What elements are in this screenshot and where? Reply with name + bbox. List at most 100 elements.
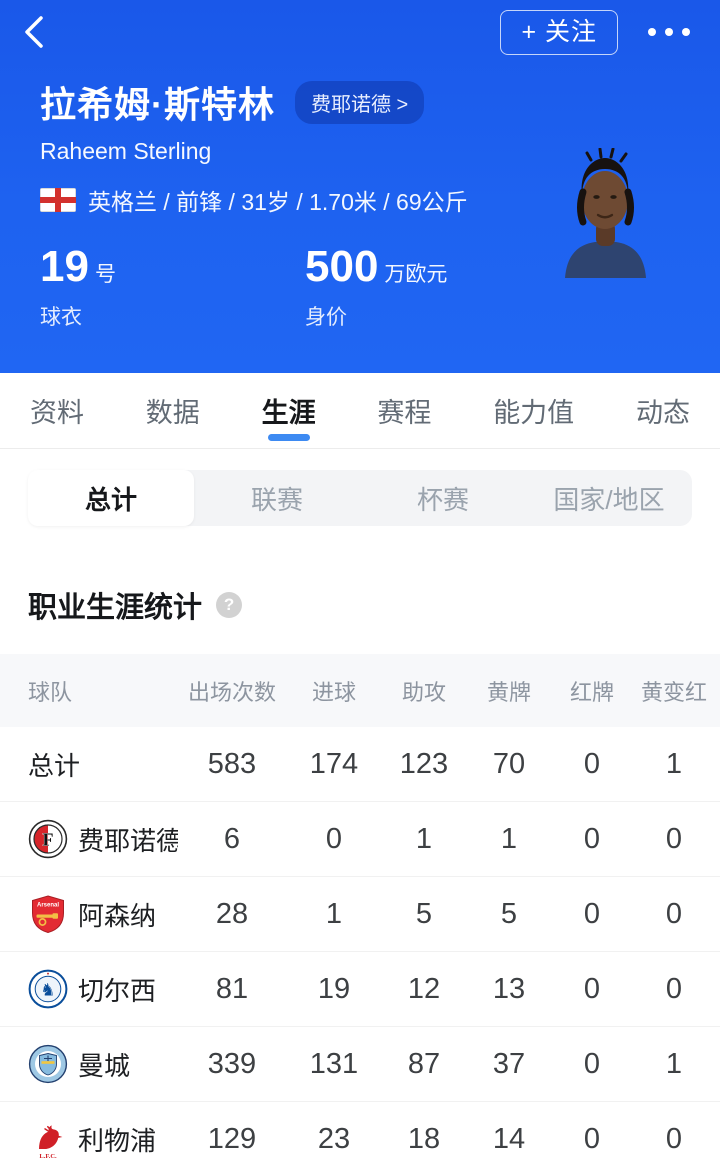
tab-news[interactable]: 动态	[635, 398, 690, 428]
main-tab-bar: 资料 数据 生涯 赛程 能力值 动态	[0, 373, 720, 449]
player-info-line: 英格兰 / 前锋 / 31岁 / 1.70米 / 69公斤	[88, 189, 468, 215]
team-name: 曼城	[78, 1050, 131, 1081]
stat-value: 5	[500, 897, 518, 930]
col-header-yellow-cards: 黄牌	[486, 679, 531, 705]
svg-text:F: F	[43, 830, 54, 850]
player-name-row: 拉希姆·斯特林 费耶诺德 >	[0, 64, 720, 128]
stat-value: 0	[665, 972, 683, 1005]
tab-profile[interactable]: 资料	[30, 398, 84, 428]
tab-career[interactable]: 生涯	[262, 373, 316, 448]
stat-value: 13	[492, 972, 526, 1005]
more-dot-icon	[682, 28, 690, 36]
stat-value: 1	[665, 1047, 683, 1080]
stat-value: 37	[492, 1047, 526, 1080]
col-header-red-cards: 红牌	[569, 679, 614, 705]
stat-value: 28	[215, 897, 249, 930]
stat-value: 19	[317, 972, 351, 1005]
stat-value: 14	[492, 1123, 526, 1155]
top-bar: + 关注	[0, 0, 720, 64]
stat-value: 129	[207, 1123, 257, 1155]
stat-value: 18	[407, 1123, 441, 1155]
more-button[interactable]	[648, 22, 690, 42]
hero-header: + 关注 拉希姆·斯特林 费耶诺德 > Raheem Sterling 英格兰 …	[0, 0, 720, 373]
jersey-label: 球衣	[40, 306, 82, 329]
team-name: 阿森纳	[78, 900, 157, 931]
stat-value: 23	[317, 1123, 351, 1155]
stat-value: 70	[492, 747, 526, 780]
stat-value: 81	[215, 972, 249, 1005]
market-value-block: 500 万欧元 身价	[305, 245, 570, 331]
table-row[interactable]: F 费耶诺德 6 0 1 1 0 0	[0, 802, 720, 877]
chelsea-crest: ♞	[28, 969, 68, 1009]
market-value: 500 万欧元	[305, 242, 448, 291]
stat-value: 123	[399, 747, 449, 780]
team-name: 费耶诺德	[78, 825, 178, 856]
stat-value: 0	[665, 822, 683, 855]
team-name: 切尔西	[78, 975, 157, 1006]
stat-value: 6	[223, 822, 241, 855]
stat-value: 0	[583, 897, 601, 930]
stat-value: 583	[207, 747, 257, 780]
player-name: 拉希姆·斯特林	[40, 84, 275, 125]
follow-button[interactable]: + 关注	[500, 9, 618, 55]
career-table-body: 总计 583 174 123 70 0 1 F 费耶诺德 6 0 1 1 0 0…	[0, 727, 720, 1174]
stat-value: 12	[407, 972, 441, 1005]
current-team-badge[interactable]: 费耶诺德 >	[295, 80, 425, 124]
career-stats-section-head: 职业生涯统计 ?	[0, 526, 720, 626]
table-row[interactable]: 总计 583 174 123 70 0 1	[0, 727, 720, 802]
subtab-national[interactable]: 国家/地区	[553, 484, 665, 515]
col-header-second-yellow: 黄变红	[640, 679, 707, 705]
stat-value: 0	[665, 897, 683, 930]
tab-data[interactable]: 数据	[145, 398, 200, 428]
man-city-crest	[28, 1044, 68, 1084]
player-info-row: 英格兰 / 前锋 / 31岁 / 1.70米 / 69公斤	[0, 165, 720, 217]
help-icon[interactable]: ?	[216, 592, 243, 618]
tab-schedule[interactable]: 赛程	[377, 398, 432, 428]
subtab-wrap: 总计 联赛 杯赛 国家/地区	[0, 449, 720, 526]
player-name-en: Raheem Sterling	[40, 138, 212, 164]
col-header-goals: 进球	[311, 679, 356, 705]
subtab-total[interactable]: 总计	[28, 470, 194, 526]
stat-value: 87	[407, 1047, 441, 1080]
stat-value: 339	[207, 1047, 257, 1080]
more-dot-icon	[665, 28, 673, 36]
stat-value: 1	[415, 822, 433, 855]
stat-value: 0	[583, 1047, 601, 1080]
section-title: 职业生涯统计	[28, 592, 203, 624]
jersey-number: 19 号	[40, 242, 116, 291]
market-value-label: 身价	[305, 306, 347, 329]
stat-value: 5	[415, 897, 433, 930]
liverpool-crest: L.F.C.	[28, 1120, 68, 1160]
stat-value: 0	[325, 822, 343, 855]
career-stats-table: 球队 出场次数 进球 助攻 黄牌 红牌 黄变红 总计 583 174 123 7…	[0, 654, 720, 1174]
team-name: 总计	[28, 750, 81, 781]
stat-value: 174	[309, 747, 359, 780]
more-dot-icon	[648, 28, 656, 36]
team-name: 利物浦	[78, 1126, 157, 1156]
table-row[interactable]: 曼城 339 131 87 37 0 1	[0, 1027, 720, 1102]
svg-text:L.F.C.: L.F.C.	[39, 1153, 57, 1160]
subtab-cup[interactable]: 杯赛	[416, 484, 469, 515]
back-chevron-icon	[25, 16, 43, 48]
col-header-team: 球队	[28, 679, 73, 705]
stat-value: 0	[583, 1123, 601, 1155]
col-header-appearances: 出场次数	[187, 679, 276, 705]
table-row[interactable]: Arsenal 阿森纳 28 1 5 5 0 0	[0, 877, 720, 952]
svg-text:Arsenal: Arsenal	[37, 903, 59, 909]
subtab-league[interactable]: 联赛	[250, 484, 303, 515]
stat-value: 0	[665, 1123, 683, 1155]
table-header-row: 球队 出场次数 进球 助攻 黄牌 红牌 黄变红	[0, 654, 720, 727]
england-flag-icon	[40, 188, 76, 212]
table-row[interactable]: ♞ 切尔西 81 19 12 13 0 0	[0, 952, 720, 1027]
stat-value: 0	[583, 747, 601, 780]
stat-value: 0	[583, 822, 601, 855]
stat-value: 1	[325, 897, 343, 930]
stat-value: 1	[500, 822, 518, 855]
col-header-assists: 助攻	[401, 679, 446, 705]
player-photo	[565, 148, 646, 278]
table-row[interactable]: L.F.C. 利物浦 129 23 18 14 0 0	[0, 1102, 720, 1174]
svg-text:♞: ♞	[40, 981, 55, 1000]
back-button[interactable]	[22, 12, 58, 52]
tab-ability[interactable]: 能力值	[493, 398, 575, 428]
